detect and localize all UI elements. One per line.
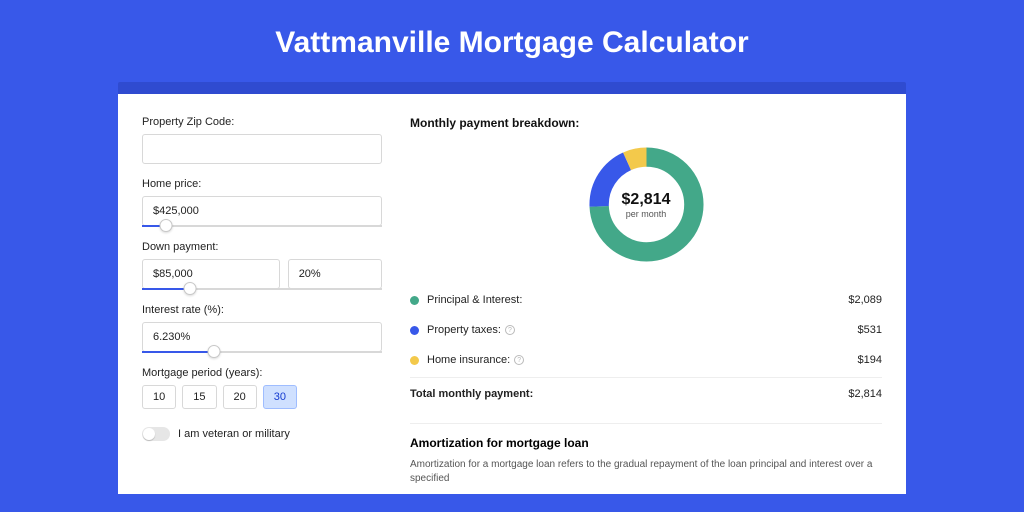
legend-row: Principal & Interest:$2,089	[410, 285, 882, 315]
down-slider[interactable]	[142, 288, 382, 290]
price-slider[interactable]	[142, 225, 382, 227]
divider	[410, 423, 882, 424]
rate-slider[interactable]	[142, 351, 382, 353]
veteran-toggle-row: I am veteran or military	[142, 427, 382, 441]
veteran-label: I am veteran or military	[178, 428, 290, 440]
period-button-10[interactable]: 10	[142, 385, 176, 409]
rate-input[interactable]	[142, 322, 382, 352]
zip-field-group: Property Zip Code:	[142, 116, 382, 164]
legend: Principal & Interest:$2,089Property taxe…	[410, 285, 882, 375]
legend-value: $2,089	[848, 294, 882, 306]
donut-center: $2,814 per month	[584, 142, 709, 267]
price-label: Home price:	[142, 178, 382, 190]
rate-slider-thumb[interactable]	[208, 345, 221, 358]
rate-field-group: Interest rate (%):	[142, 304, 382, 353]
down-amount-input[interactable]	[142, 259, 280, 289]
legend-total-label: Total monthly payment:	[410, 388, 848, 400]
donut-chart-wrap: $2,814 per month	[410, 142, 882, 267]
legend-value: $531	[858, 324, 882, 336]
veteran-toggle[interactable]	[142, 427, 170, 441]
card-shadow: Property Zip Code: Home price: Down paym…	[118, 82, 906, 494]
donut-total: $2,814	[622, 191, 671, 209]
legend-row: Home insurance: ?$194	[410, 345, 882, 375]
period-button-30[interactable]: 30	[263, 385, 297, 409]
down-field-group: Down payment:	[142, 241, 382, 290]
zip-label: Property Zip Code:	[142, 116, 382, 128]
legend-label: Property taxes: ?	[427, 324, 858, 336]
donut-chart: $2,814 per month	[584, 142, 709, 267]
amortization-text: Amortization for a mortgage loan refers …	[410, 458, 882, 486]
price-field-group: Home price:	[142, 178, 382, 227]
legend-total-value: $2,814	[848, 388, 882, 400]
legend-value: $194	[858, 354, 882, 366]
period-buttons: 1015 2030	[142, 385, 382, 409]
donut-sub: per month	[626, 209, 667, 219]
period-field-group: Mortgage period (years): 1015 2030	[142, 367, 382, 409]
period-button-20[interactable]: 20	[223, 385, 257, 409]
legend-dot	[410, 356, 419, 365]
down-label: Down payment:	[142, 241, 382, 253]
info-icon[interactable]: ?	[514, 355, 524, 365]
calculator-card: Property Zip Code: Home price: Down paym…	[118, 94, 906, 494]
down-slider-thumb[interactable]	[184, 282, 197, 295]
amortization-title: Amortization for mortgage loan	[410, 436, 882, 450]
breakdown-column: Monthly payment breakdown: $2,814 per mo…	[410, 116, 882, 494]
legend-label: Principal & Interest:	[427, 294, 848, 306]
legend-total-row: Total monthly payment: $2,814	[410, 377, 882, 409]
period-button-15[interactable]: 15	[182, 385, 216, 409]
zip-input[interactable]	[142, 134, 382, 164]
breakdown-title: Monthly payment breakdown:	[410, 116, 882, 130]
legend-label: Home insurance: ?	[427, 354, 858, 366]
down-percent-input[interactable]	[288, 259, 382, 289]
legend-dot	[410, 296, 419, 305]
legend-dot	[410, 326, 419, 335]
info-icon[interactable]: ?	[505, 325, 515, 335]
price-slider-thumb[interactable]	[160, 219, 173, 232]
legend-row: Property taxes: ?$531	[410, 315, 882, 345]
rate-label: Interest rate (%):	[142, 304, 382, 316]
rate-slider-fill	[142, 351, 214, 353]
price-input[interactable]	[142, 196, 382, 226]
period-label: Mortgage period (years):	[142, 367, 382, 379]
page-title: Vattmanville Mortgage Calculator	[0, 0, 1024, 82]
form-column: Property Zip Code: Home price: Down paym…	[142, 116, 382, 494]
